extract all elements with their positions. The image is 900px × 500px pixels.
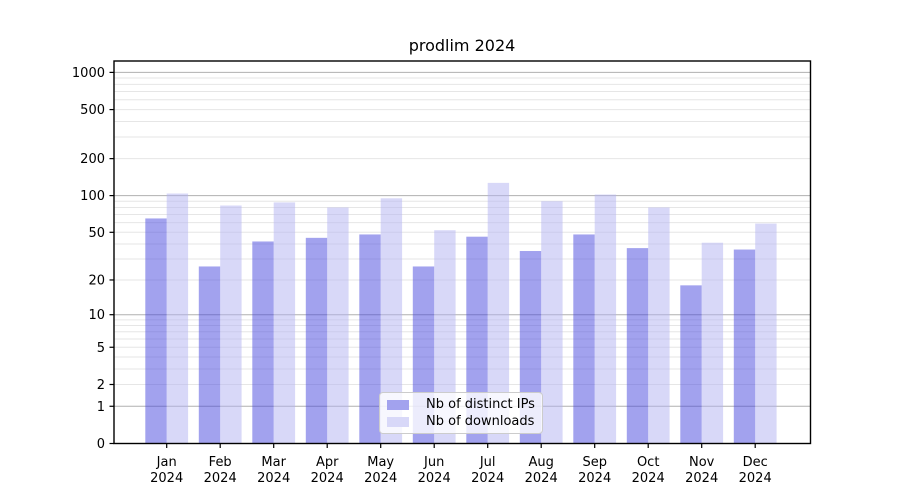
x-tick-label-year: 2024	[311, 471, 344, 486]
legend-swatch-downloads	[387, 416, 409, 427]
x-tick-label-month: Oct	[637, 455, 659, 470]
x-tick-label-month: Jun	[423, 455, 444, 470]
y-tick-label: 2	[97, 378, 105, 393]
bar-distinct-ips	[145, 218, 167, 444]
bar-downloads	[380, 198, 403, 444]
bar-distinct-ips	[733, 249, 756, 444]
legend-swatch-distinct-ips	[387, 399, 409, 410]
x-tick-label-month: Mar	[261, 455, 286, 470]
axis-frame	[113, 60, 812, 445]
bar-downloads	[541, 201, 563, 444]
chart-title: prodlim 2024	[408, 36, 516, 55]
y-tick-label: 1	[97, 400, 105, 415]
x-tick-label-month: May	[367, 455, 394, 470]
x-tick-label-year: 2024	[257, 471, 290, 486]
bar-downloads	[648, 207, 670, 444]
x-tick-label-year: 2024	[685, 471, 718, 486]
y-tick-label: 20	[88, 273, 105, 288]
y-tick-label: 10	[88, 308, 105, 323]
bar-downloads	[220, 205, 242, 444]
x-tick-label-month: Nov	[689, 455, 715, 470]
x-tick-label-month: Feb	[209, 455, 232, 470]
x-tick-label-month: Dec	[743, 455, 768, 470]
legend-item-distinct-ips: Nb of distinct IPs	[387, 397, 536, 412]
y-tick-label: 100	[80, 189, 105, 204]
bar-distinct-ips	[305, 237, 328, 444]
bar-distinct-ips	[359, 234, 381, 444]
y-tick-label: 1000	[72, 66, 105, 81]
x-tick-label-month: Sep	[582, 455, 607, 470]
bar-downloads	[273, 202, 296, 444]
bar-distinct-ips	[573, 234, 595, 444]
bar-downloads	[755, 223, 777, 444]
bar-downloads	[594, 194, 617, 444]
y-tick-label: 50	[88, 226, 105, 241]
y-tick-label: 5	[97, 341, 105, 356]
y-tick-label: 500	[80, 103, 105, 118]
bar-downloads	[701, 242, 724, 444]
x-tick-label-year: 2024	[525, 471, 558, 486]
x-tick-label-year: 2024	[578, 471, 611, 486]
x-tick-label-year: 2024	[364, 471, 397, 486]
x-tick-label-month: Apr	[316, 455, 339, 470]
legend-label-distinct-ips: Nb of distinct IPs	[426, 397, 535, 412]
legend-item-downloads: Nb of downloads	[387, 414, 536, 429]
x-tick-label-year: 2024	[739, 471, 772, 486]
x-tick-label-year: 2024	[632, 471, 665, 486]
x-tick-label-year: 2024	[150, 471, 183, 486]
bar-downloads	[327, 207, 349, 444]
x-tick-label-year: 2024	[418, 471, 451, 486]
y-tick-label: 0	[97, 437, 105, 452]
x-tick-label-month: Jan	[156, 455, 177, 470]
legend-label-downloads: Nb of downloads	[426, 414, 535, 429]
legend: Nb of distinct IPs Nb of downloads	[379, 392, 543, 434]
bar-downloads	[434, 230, 456, 444]
bar-distinct-ips	[626, 248, 649, 444]
bar-downloads	[166, 193, 189, 444]
bar-distinct-ips	[680, 285, 702, 444]
x-tick-label-month: Aug	[529, 455, 554, 470]
x-tick-label-month: Jul	[479, 455, 496, 470]
x-tick-label-year: 2024	[204, 471, 237, 486]
y-tick-label: 200	[80, 152, 105, 167]
x-tick-label-year: 2024	[471, 471, 504, 486]
bar-distinct-ips	[252, 241, 274, 444]
bar-distinct-ips	[198, 266, 221, 444]
bar-downloads	[487, 182, 510, 444]
bar-distinct-ips	[466, 236, 488, 444]
